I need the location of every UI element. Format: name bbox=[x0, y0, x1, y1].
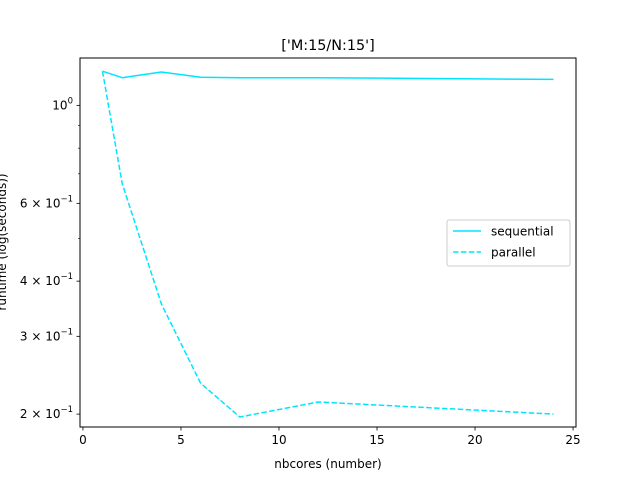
series-line-parallel bbox=[101, 71, 554, 418]
y-tick-label: 100 bbox=[52, 96, 73, 112]
y-axis: 2 × 10−1 3 × 10−1 4 × 10−1 6 × 10−1 100 bbox=[20, 96, 80, 421]
x-axis-label: nbcores (number) bbox=[274, 457, 381, 471]
y-axis-label: runtime (log(seconds)) bbox=[0, 173, 9, 310]
y-tick-label: 3 × 10−1 bbox=[20, 327, 73, 343]
series-line-sequential bbox=[102, 70, 554, 81]
y-tick-label: 6 × 10−1 bbox=[20, 194, 73, 210]
legend: sequential parallel bbox=[446, 219, 571, 267]
x-tick-label: 10 bbox=[271, 433, 286, 447]
x-tick-label: 0 bbox=[79, 433, 87, 447]
y-tick-label: 4 × 10−1 bbox=[20, 272, 73, 288]
series-lines bbox=[101, 70, 554, 418]
plot-area bbox=[79, 57, 577, 428]
x-tick-label: 5 bbox=[177, 433, 185, 447]
x-tick-label: 15 bbox=[369, 433, 384, 447]
x-axis: 0 5 10 15 20 25 bbox=[79, 427, 581, 447]
y-tick-label: 2 × 10−1 bbox=[20, 405, 73, 421]
chart-title: ['M:15/N:15'] bbox=[281, 38, 375, 54]
legend-label-sequential: sequential bbox=[491, 225, 554, 239]
legend-label-parallel: parallel bbox=[491, 246, 536, 260]
x-tick-label: 20 bbox=[467, 433, 482, 447]
x-tick-label: 25 bbox=[565, 433, 580, 447]
